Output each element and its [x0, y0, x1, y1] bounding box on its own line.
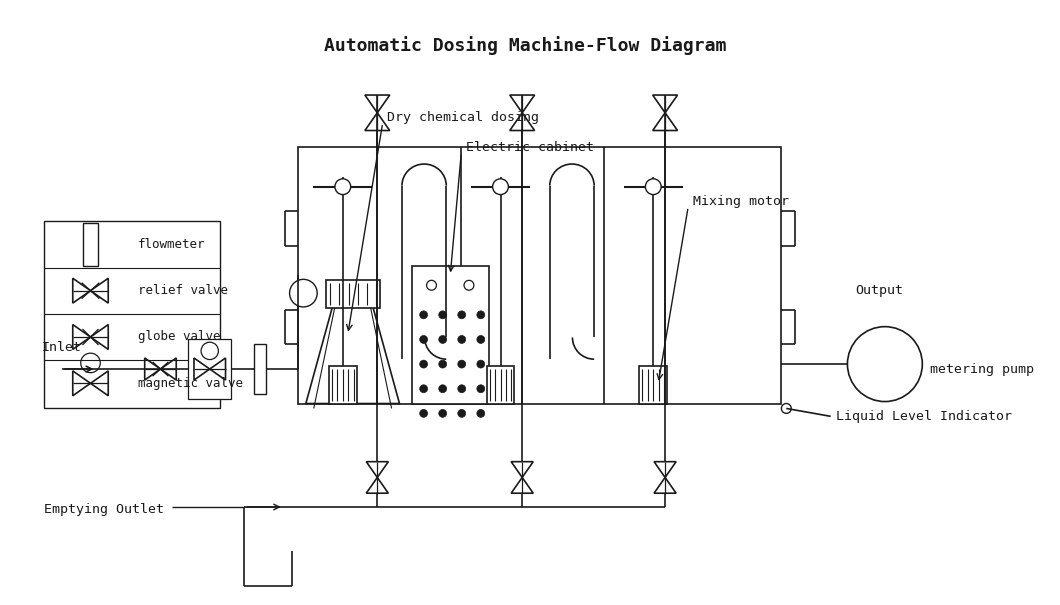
Circle shape: [477, 410, 484, 417]
Text: Dry chemical dosing: Dry chemical dosing: [387, 111, 540, 124]
Circle shape: [439, 410, 446, 417]
Text: Mixing motor: Mixing motor: [692, 195, 789, 208]
Circle shape: [439, 385, 446, 393]
Bar: [411, 266, 489, 404]
Text: flowmeter: flowmeter: [138, 238, 206, 251]
Circle shape: [477, 311, 484, 319]
Circle shape: [420, 410, 427, 417]
Circle shape: [493, 179, 509, 195]
Circle shape: [420, 360, 427, 368]
Circle shape: [477, 336, 484, 344]
Bar: [83, 223, 99, 266]
Circle shape: [477, 385, 484, 393]
Circle shape: [439, 311, 446, 319]
Circle shape: [458, 385, 465, 393]
Bar: [299, 147, 781, 404]
Text: globe valve: globe valve: [138, 330, 220, 344]
Text: Electric cabinet: Electric cabinet: [466, 141, 594, 154]
Text: Automatic Dosing Machine-Flow Diagram: Automatic Dosing Machine-Flow Diagram: [324, 36, 726, 55]
Circle shape: [439, 360, 446, 368]
Bar: [45, 221, 219, 408]
Bar: [254, 344, 266, 394]
Circle shape: [289, 280, 317, 307]
Circle shape: [420, 311, 427, 319]
Circle shape: [458, 336, 465, 344]
Text: Emptying Outlet: Emptying Outlet: [45, 503, 164, 517]
Text: metering pump: metering pump: [931, 362, 1035, 376]
Circle shape: [458, 360, 465, 368]
Bar: [487, 366, 514, 404]
Circle shape: [458, 410, 465, 417]
Text: Output: Output: [855, 284, 903, 297]
Circle shape: [335, 179, 351, 195]
Bar: [329, 366, 356, 404]
Circle shape: [646, 179, 661, 195]
Bar: [188, 339, 231, 399]
Circle shape: [477, 360, 484, 368]
Circle shape: [420, 385, 427, 393]
Polygon shape: [306, 305, 400, 404]
Text: relief valve: relief valve: [138, 284, 228, 297]
Circle shape: [847, 327, 922, 402]
Text: Inlet: Inlet: [42, 341, 83, 355]
Text: magnetic valve: magnetic valve: [138, 377, 243, 390]
Bar: [639, 366, 667, 404]
Circle shape: [420, 336, 427, 344]
Bar: [326, 280, 381, 308]
Text: Liquid Level Indicator: Liquid Level Indicator: [835, 410, 1011, 423]
Circle shape: [458, 311, 465, 319]
Circle shape: [439, 336, 446, 344]
